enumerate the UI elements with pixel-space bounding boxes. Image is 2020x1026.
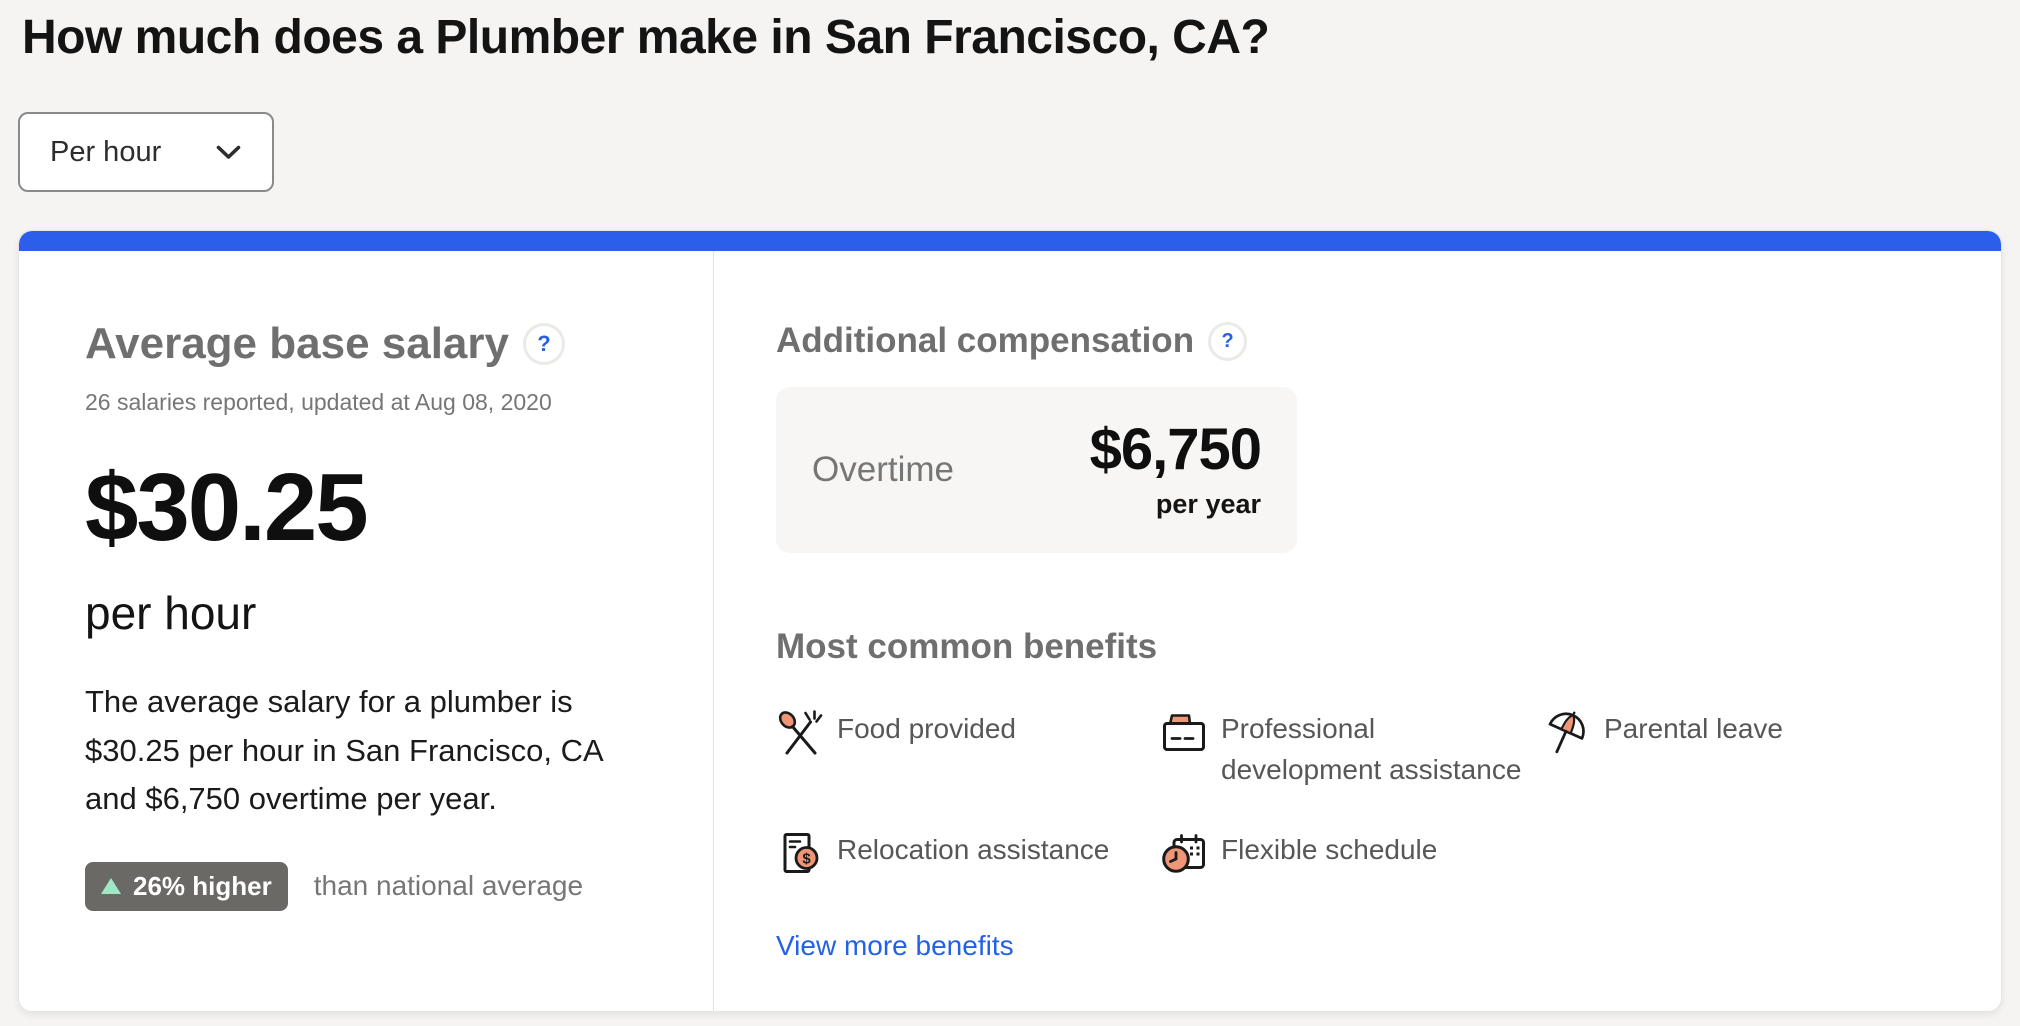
benefit-item: Flexible schedule <box>1160 830 1543 878</box>
clock-calendar-icon <box>1160 830 1208 878</box>
folder-icon <box>1160 709 1208 757</box>
base-salary-heading: Average base salary <box>85 319 509 368</box>
benefit-label: Professional development assistance <box>1221 713 1522 785</box>
overtime-amount: $6,750 <box>1089 416 1262 482</box>
base-salary-section: Average base salary ? 26 salaries report… <box>19 251 714 1011</box>
badge-suffix: than national average <box>313 870 584 902</box>
benefit-item: Parental leave <box>1543 709 1961 790</box>
overtime-box: Overtime $6,750 per year <box>776 387 1297 553</box>
page-title: How much does a Plumber make in San Fran… <box>22 11 1270 64</box>
salaries-reported-text: 26 salaries reported, updated at Aug 08,… <box>85 389 552 415</box>
salary-period: per hour <box>85 587 257 639</box>
document-dollar-icon: $ <box>776 830 824 878</box>
benefit-item: Professional development assistance <box>1160 709 1543 790</box>
benefit-label: Food provided <box>837 713 1017 744</box>
additional-compensation-section: Additional compensation ? Overtime $6,75… <box>714 251 2001 1011</box>
help-icon[interactable]: ? <box>1208 321 1248 361</box>
badge-label: 26% higher <box>133 870 272 901</box>
umbrella-icon <box>1543 709 1591 757</box>
svg-text:$: $ <box>802 851 811 868</box>
benefit-label: Parental leave <box>1604 713 1784 744</box>
card-accent-bar <box>19 231 2001 251</box>
benefit-label: Flexible schedule <box>1221 834 1438 866</box>
view-more-benefits-link[interactable]: View more benefits <box>776 930 1014 962</box>
pay-period-dropdown[interactable]: Per hour <box>18 112 274 192</box>
overtime-period: per year <box>1155 488 1261 519</box>
benefit-label: Relocation assistance <box>837 834 1110 866</box>
up-triangle-icon <box>101 878 121 895</box>
benefit-item: Food provided <box>776 709 1160 790</box>
crossed-utensils-icon <box>776 709 824 757</box>
chevron-down-icon <box>215 144 242 161</box>
salary-card: Average base salary ? 26 salaries report… <box>18 230 2002 1012</box>
benefit-item: $ Relocation assistance <box>776 830 1160 878</box>
national-average-badge: 26% higher <box>85 861 288 911</box>
salary-description: The average salary for a plumber is $30.… <box>85 684 602 817</box>
benefits-list: Food provided Professional development a… <box>776 709 1961 878</box>
pay-period-value: Per hour <box>50 135 162 168</box>
overtime-label: Overtime <box>812 450 954 489</box>
help-icon[interactable]: ? <box>523 323 565 365</box>
average-salary-amount: $30.25 <box>85 454 369 561</box>
additional-compensation-heading: Additional compensation <box>776 321 1195 360</box>
benefits-heading: Most common benefits <box>776 627 1158 666</box>
